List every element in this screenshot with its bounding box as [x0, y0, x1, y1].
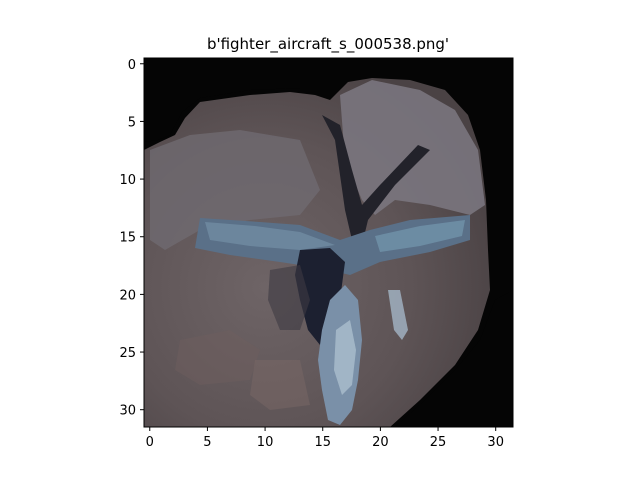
- x-tick-label: 25: [430, 435, 447, 450]
- aircraft-image: [144, 58, 513, 427]
- y-tick-label: 0: [128, 58, 136, 73]
- x-axis: 0 5 10 15 20 25 30: [146, 427, 504, 450]
- y-tick-label: 10: [119, 173, 136, 188]
- x-tick-label: 10: [257, 435, 274, 450]
- axes-frame: [143, 57, 514, 428]
- x-tick-label: 15: [314, 435, 331, 450]
- y-tick-label: 20: [119, 288, 136, 303]
- x-tick-label: 0: [146, 435, 154, 450]
- x-tick-label: 30: [487, 435, 504, 450]
- x-tick-label: 20: [372, 435, 389, 450]
- y-tick-label: 15: [119, 231, 136, 246]
- y-tick-label: 25: [119, 346, 136, 361]
- y-tick-label: 30: [119, 404, 136, 419]
- y-tick-label: 5: [128, 115, 136, 130]
- x-tick-label: 5: [203, 435, 211, 450]
- y-axis: 0 5 10 15 20 25 30: [119, 58, 144, 419]
- figure-title: b'fighter_aircraft_s_000538.png': [207, 35, 449, 54]
